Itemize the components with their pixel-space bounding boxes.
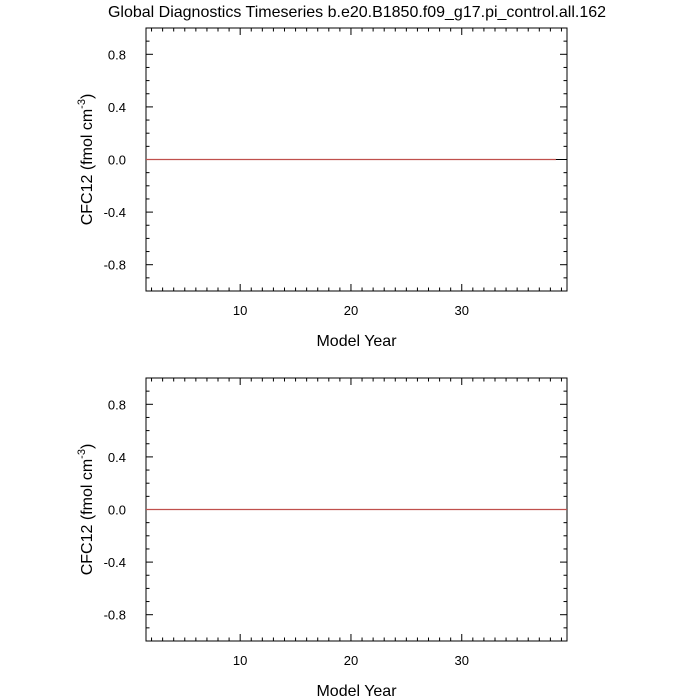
y-tick-label: 0.4: [108, 450, 126, 465]
chart-panel-1: 10 20 30 -0.8 -0.4 0.0 0.4 0.8 Model Year CFC12 (…: [76, 27, 568, 350]
chart-panel-2: 10 20 30 -0.8 -0.4 0.0 0.4 0.8 Model Year CFC12 (…: [76, 377, 568, 700]
x-tick-label: 10: [233, 303, 247, 318]
chart-title: Global Diagnostics Timeseries b.e20.B185…: [108, 4, 606, 21]
y-axis-label-text: CFC12 (fmol cm: [79, 459, 96, 575]
x-tick-label: 20: [344, 653, 358, 668]
y-tick-label: 0.8: [108, 47, 126, 62]
y-tick-label: 0.4: [108, 100, 126, 115]
x-axis-label: Model Year: [316, 683, 397, 700]
y-axis-label-close: ): [79, 94, 96, 99]
x-tick-label: 20: [344, 303, 358, 318]
y-axis-label-exponent: -3: [76, 449, 88, 459]
x-tick-label: 10: [233, 653, 247, 668]
y-tick-label: -0.8: [104, 608, 126, 623]
y-tick-label: -0.4: [104, 205, 126, 220]
y-tick-label: -0.8: [104, 258, 126, 273]
y-axis-label: CFC12 (fmol cm-3): [76, 94, 96, 226]
x-axis-label: Model Year: [316, 333, 397, 350]
x-tick-label: 30: [455, 653, 469, 668]
y-axis-label-close: ): [79, 444, 96, 449]
y-tick-label: 0.0: [108, 153, 126, 168]
y-axis-label: CFC12 (fmol cm-3): [76, 444, 96, 576]
y-tick-label: 0.8: [108, 397, 126, 412]
y-tick-label: 0.0: [108, 503, 126, 518]
y-axis-label-text: CFC12 (fmol cm: [79, 109, 96, 225]
y-tick-label: -0.4: [104, 555, 126, 570]
y-axis-label-exponent: -3: [76, 99, 88, 109]
x-tick-label: 30: [455, 303, 469, 318]
